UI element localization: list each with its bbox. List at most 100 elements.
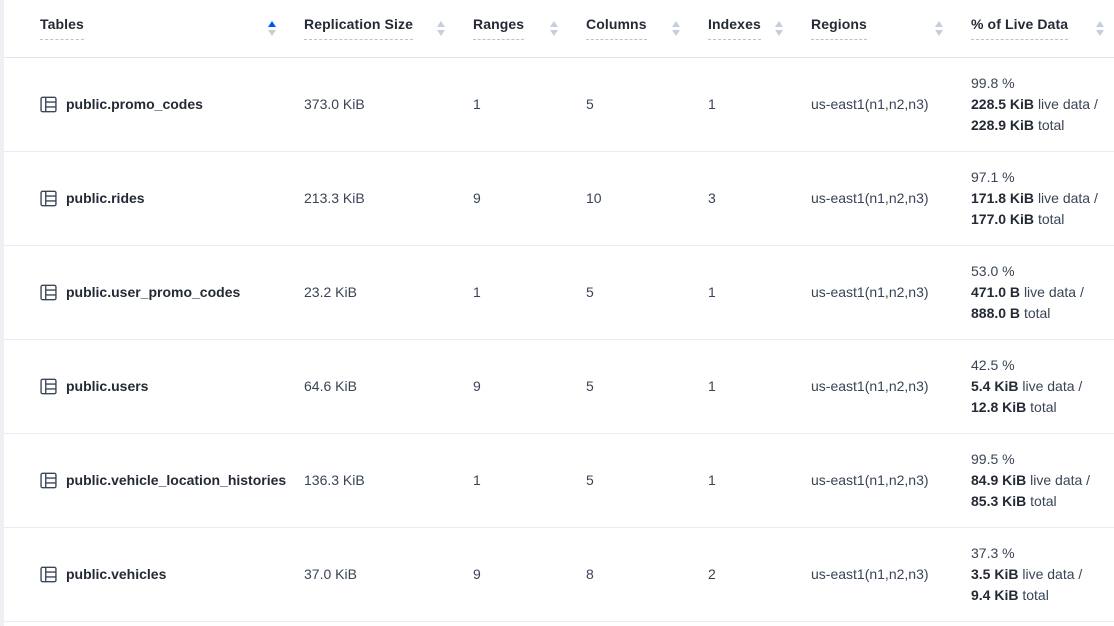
live-data-label: live data /: [1022, 377, 1083, 394]
live-data-percent: 99.8 %: [971, 74, 1015, 91]
column-header-label[interactable]: Indexes: [708, 16, 761, 41]
column-header-label[interactable]: Ranges: [473, 16, 525, 41]
replication-size-value: 136.3 KiB: [304, 433, 473, 528]
live-data-percent: 97.1 %: [971, 168, 1015, 185]
columns-value: 5: [586, 57, 708, 152]
columns-value: 5: [586, 339, 708, 434]
ranges-value: 9: [473, 339, 586, 434]
sort-arrows-icon[interactable]: [935, 20, 943, 36]
live-data-size: 171.8 KiB: [971, 189, 1035, 206]
live-data-percent: 53.0 %: [971, 262, 1015, 279]
column-header-label[interactable]: Tables: [40, 16, 84, 41]
table-row: public.promo_codes 373.0 KiB 1 5 1 us-ea…: [4, 57, 1114, 152]
sort-arrows-icon[interactable]: [437, 20, 445, 36]
live-data-percent: 99.5 %: [971, 450, 1015, 467]
table-name-link[interactable]: public.users: [66, 378, 149, 394]
live-data-percent: 42.5 %: [971, 356, 1015, 373]
total-data-size: 85.3 KiB: [971, 492, 1027, 509]
table-grid-icon: [40, 378, 57, 395]
sort-arrows-icon[interactable]: [268, 20, 276, 36]
total-data-size: 177.0 KiB: [971, 210, 1035, 227]
regions-value: us-east1(n1,n2,n3): [811, 151, 971, 246]
total-data-size: 12.8 KiB: [971, 398, 1027, 415]
table-row: public.user_promo_codes 23.2 KiB 1 5 1 u…: [4, 245, 1114, 340]
indexes-value: 3: [708, 151, 811, 246]
replication-size-value: 23.2 KiB: [304, 245, 473, 340]
table-grid-icon: [40, 190, 57, 207]
live-data-size: 228.5 KiB: [971, 95, 1035, 112]
column-header-ranges[interactable]: Ranges: [473, 0, 586, 58]
table-row: public.vehicles 37.0 KiB 9 8 2 us-east1(…: [4, 527, 1114, 622]
table-name-link[interactable]: public.rides: [66, 190, 145, 206]
total-data-size: 9.4 KiB: [971, 586, 1019, 603]
column-header-label[interactable]: Replication Size: [304, 16, 413, 41]
live-data-percent: 37.3 %: [971, 544, 1015, 561]
column-header-regions[interactable]: Regions: [811, 0, 971, 58]
total-data-label: total: [1022, 586, 1049, 603]
table-name-link[interactable]: public.vehicle_location_histories: [66, 472, 287, 488]
live-data-cell: 42.5 % 5.4 KiB live data / 12.8 KiB tota…: [971, 341, 1114, 432]
columns-value: 5: [586, 245, 708, 340]
columns-value: 8: [586, 527, 708, 622]
ranges-value: 9: [473, 151, 586, 246]
indexes-value: 1: [708, 245, 811, 340]
live-data-label: live data /: [1037, 95, 1098, 112]
sort-arrows-icon[interactable]: [1096, 20, 1104, 36]
regions-value: us-east1(n1,n2,n3): [811, 339, 971, 434]
live-data-cell: 97.1 % 171.8 KiB live data / 177.0 KiB t…: [971, 153, 1114, 244]
total-data-label: total: [1037, 210, 1065, 227]
sort-arrows-icon[interactable]: [550, 20, 558, 36]
column-header-tables[interactable]: Tables: [4, 0, 304, 58]
live-data-cell: 53.0 % 471.0 B live data / 888.0 B total: [971, 247, 1114, 338]
column-header-columns[interactable]: Columns: [586, 0, 708, 58]
table-row: public.vehicle_location_histories 136.3 …: [4, 433, 1114, 528]
ranges-value: 9: [473, 527, 586, 622]
regions-value: us-east1(n1,n2,n3): [811, 57, 971, 152]
live-data-size: 84.9 KiB: [971, 471, 1027, 488]
sort-arrows-icon[interactable]: [775, 20, 783, 36]
column-header-live-data[interactable]: % of Live Data: [971, 0, 1114, 58]
regions-value: us-east1(n1,n2,n3): [811, 527, 971, 622]
ranges-value: 1: [473, 433, 586, 528]
table-grid-icon: [40, 566, 57, 583]
tables-list-panel: Tables Replication Size Ranges: [4, 0, 1114, 626]
live-data-label: live data /: [1030, 471, 1091, 488]
column-header-label[interactable]: Columns: [586, 16, 647, 41]
replication-size-value: 213.3 KiB: [304, 151, 473, 246]
live-data-size: 5.4 KiB: [971, 377, 1019, 394]
indexes-value: 1: [708, 433, 811, 528]
indexes-value: 1: [708, 57, 811, 152]
column-header-indexes[interactable]: Indexes: [708, 0, 811, 58]
total-data-label: total: [1023, 304, 1051, 321]
table-header-row: Tables Replication Size Ranges: [4, 0, 1114, 58]
table-grid-icon: [40, 284, 57, 301]
database-tables-table: Tables Replication Size Ranges: [4, 0, 1114, 622]
indexes-value: 1: [708, 339, 811, 434]
total-data-label: total: [1030, 398, 1057, 415]
table-row: public.rides 213.3 KiB 9 10 3 us-east1(n…: [4, 151, 1114, 246]
column-header-label[interactable]: Regions: [811, 16, 867, 41]
table-name-link[interactable]: public.user_promo_codes: [66, 284, 241, 300]
total-data-size: 228.9 KiB: [971, 116, 1035, 133]
live-data-label: live data /: [1023, 283, 1084, 300]
live-data-size: 3.5 KiB: [971, 565, 1019, 582]
live-data-cell: 37.3 % 3.5 KiB live data / 9.4 KiB total: [971, 529, 1114, 620]
regions-value: us-east1(n1,n2,n3): [811, 245, 971, 340]
table-grid-icon: [40, 96, 57, 113]
replication-size-value: 37.0 KiB: [304, 527, 473, 622]
live-data-label: live data /: [1022, 565, 1083, 582]
indexes-value: 2: [708, 527, 811, 622]
live-data-cell: 99.8 % 228.5 KiB live data / 228.9 KiB t…: [971, 59, 1114, 150]
page-left-edge: [0, 0, 4, 626]
total-data-size: 888.0 B: [971, 304, 1021, 321]
columns-value: 10: [586, 151, 708, 246]
table-name-link[interactable]: public.vehicles: [66, 566, 167, 582]
live-data-label: live data /: [1037, 189, 1098, 206]
sort-arrows-icon[interactable]: [672, 20, 680, 36]
table-name-link[interactable]: public.promo_codes: [66, 96, 203, 112]
column-header-replication-size[interactable]: Replication Size: [304, 0, 473, 58]
live-data-size: 471.0 B: [971, 283, 1021, 300]
live-data-cell: 99.5 % 84.9 KiB live data / 85.3 KiB tot…: [971, 435, 1114, 526]
column-header-label[interactable]: % of Live Data: [971, 16, 1069, 41]
table-row: public.users 64.6 KiB 9 5 1 us-east1(n1,…: [4, 339, 1114, 434]
